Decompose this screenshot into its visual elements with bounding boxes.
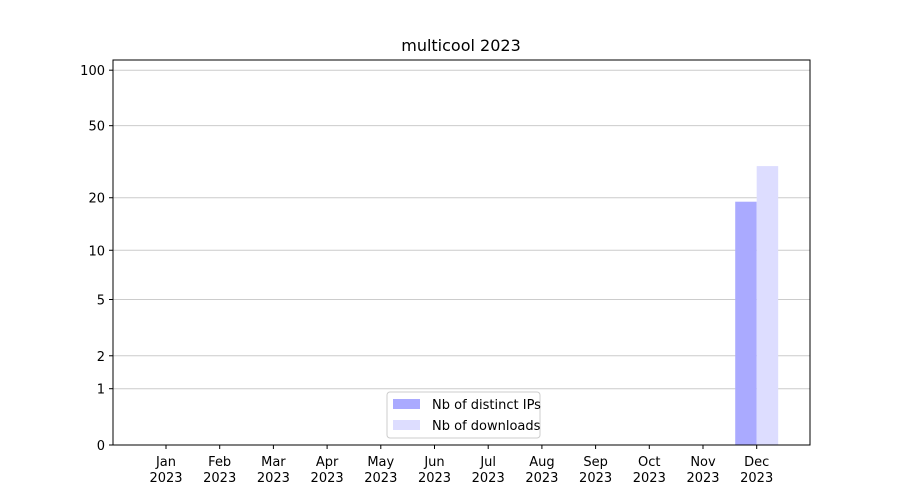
x-tick-label-line: Feb <box>208 455 231 470</box>
x-tick-label-line: 2023 <box>525 471 558 486</box>
legend-swatch <box>393 399 420 409</box>
x-tick-label-line: 2023 <box>472 471 505 486</box>
x-tick-label: Dec 2023 <box>740 455 773 486</box>
x-tick-label-line: Sep <box>583 455 608 470</box>
y-tick-label: 20 <box>88 192 105 207</box>
x-tick-label: Sep 2023 <box>579 455 612 486</box>
x-tick-label: Nov 2023 <box>686 455 719 486</box>
x-tick-label-line: 2023 <box>364 471 397 486</box>
x-tick-label: Apr 2023 <box>311 455 344 486</box>
x-tick-label-line: Aug <box>529 455 554 470</box>
x-tick-label-line: Jan <box>155 455 176 470</box>
x-tick-label-line: Mar <box>261 455 286 470</box>
chart-title: multicool 2023 <box>401 36 521 55</box>
x-tick-label: Jun 2023 <box>418 455 451 486</box>
x-tick-label: Jul 2023 <box>472 455 505 486</box>
x-tick-label: May 2023 <box>364 455 397 486</box>
x-tick-label-line: Nov <box>690 455 716 470</box>
x-tick-label-line: Jul <box>479 455 496 470</box>
x-tick-label-line: Jun <box>423 455 444 470</box>
y-tick-label: 0 <box>97 439 105 454</box>
x-tick-label-line: 2023 <box>311 471 344 486</box>
bar <box>756 166 779 445</box>
x-tick-label-line: 2023 <box>633 471 666 486</box>
x-tick-label: Jan 2023 <box>149 455 182 486</box>
x-tick-label: Aug 2023 <box>525 455 558 486</box>
x-tick-label-line: 2023 <box>203 471 236 486</box>
plot-frame <box>112 59 811 446</box>
x-tick-label: Mar 2023 <box>257 455 290 486</box>
y-tick-label: 5 <box>97 293 105 308</box>
x-tick-label-line: 2023 <box>149 471 182 486</box>
legend-label: Nb of distinct IPs <box>432 398 541 413</box>
x-tick-label-line: 2023 <box>686 471 719 486</box>
x-tick-label-line: Apr <box>316 455 339 470</box>
bar <box>735 201 757 445</box>
x-tick-label-line: 2023 <box>579 471 612 486</box>
y-tick-label: 2 <box>97 350 105 365</box>
x-tick-label-line: 2023 <box>418 471 451 486</box>
x-tick-label-line: Oct <box>638 455 660 470</box>
x-tick-label-line: May <box>367 455 394 470</box>
y-tick-label: 100 <box>80 64 105 79</box>
x-tick-label-line: 2023 <box>740 471 773 486</box>
legend-label: Nb of downloads <box>432 419 541 434</box>
x-tick-label-line: Dec <box>744 455 769 470</box>
y-tick-label: 50 <box>88 120 105 135</box>
x-tick-label-line: 2023 <box>257 471 290 486</box>
x-tick-label: Oct 2023 <box>633 455 666 486</box>
legend-swatch <box>393 420 420 430</box>
y-tick-label: 1 <box>97 383 105 398</box>
x-tick-label: Feb 2023 <box>203 455 236 486</box>
legend-box <box>386 391 541 439</box>
y-tick-label: 10 <box>88 244 105 259</box>
